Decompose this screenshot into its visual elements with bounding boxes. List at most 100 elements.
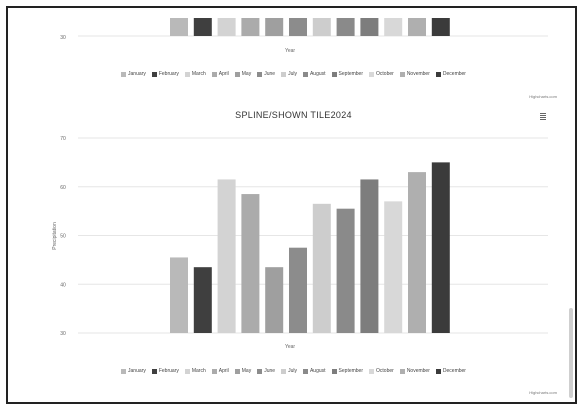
legend-item-september[interactable]: September [331, 368, 364, 374]
legend-item-january[interactable]: January [121, 71, 146, 77]
y-tick-label: 40 [60, 282, 66, 288]
legend-label: March [191, 71, 206, 77]
legend-item-august[interactable]: August [302, 368, 326, 374]
legend-label: August [309, 71, 326, 77]
legend-swatch [281, 368, 287, 374]
legend-label: November [406, 71, 430, 77]
legend-swatch [211, 368, 217, 374]
legend-label: April [218, 368, 229, 374]
legend-swatch [281, 71, 287, 77]
legend-item-august[interactable]: August [302, 71, 326, 77]
bar-december [431, 162, 450, 333]
y-tick-label: 60 [60, 185, 66, 191]
legend-label: July [288, 368, 297, 374]
y-axis-label: Precipitation [52, 222, 58, 250]
legend-label: August [309, 368, 326, 374]
legend-item-september[interactable]: September [331, 71, 363, 77]
bar-november [408, 172, 426, 333]
legend-item-december[interactable]: December [435, 71, 466, 77]
bar-october [384, 201, 403, 333]
legend-item-march[interactable]: March [184, 368, 206, 374]
legend-label: January [128, 368, 146, 374]
legend-label: March [191, 368, 206, 374]
legend-swatch [121, 71, 127, 77]
legend-swatch [399, 368, 405, 374]
bar-january [170, 257, 188, 333]
top-chart-legend: January February March April May June July Augu… [8, 71, 575, 77]
bar-may [265, 267, 284, 333]
legend-item-february[interactable]: February [151, 71, 179, 77]
legend-item-january[interactable]: January [121, 368, 146, 374]
legend-label: October [376, 368, 394, 374]
legend-item-november[interactable]: November [399, 71, 430, 77]
y-tick-label: 70 [60, 136, 66, 142]
top-chart-y-tick-label: 30 [60, 35, 66, 41]
legend-label: September [338, 368, 364, 374]
legend-item-july[interactable]: July [281, 368, 297, 374]
legend-item-april[interactable]: April [211, 368, 229, 374]
x-axis-label: Year [285, 344, 295, 350]
bar-september [360, 179, 379, 333]
legend-swatch [184, 368, 190, 374]
top-chart-bar-july [312, 18, 331, 36]
legend-swatch [331, 71, 337, 77]
legend-swatch [435, 71, 441, 77]
legend-label: May [241, 368, 252, 374]
legend-swatch [211, 71, 217, 77]
legend-label: April [218, 71, 229, 77]
legend-item-june[interactable]: June [257, 368, 275, 374]
legend-swatch [234, 368, 240, 374]
legend-swatch [234, 71, 240, 77]
legend-swatch [121, 368, 127, 374]
legend-label: February [158, 368, 179, 374]
top-chart-x-axis-label: Year [285, 48, 295, 54]
top-chart-bar-december [431, 18, 450, 36]
bar-march [217, 179, 236, 333]
main-chart-credit[interactable]: Highcharts.com [529, 390, 557, 395]
scrollbar[interactable] [569, 308, 573, 398]
legend-swatch [331, 368, 337, 374]
legend-swatch [257, 71, 263, 77]
top-chart-bar-september [360, 18, 379, 36]
legend-label: July [288, 71, 297, 77]
charts-canvas: 30 Year 30 40 50 60 70 Precipitation Year [52, 18, 548, 350]
top-chart-bar-january [170, 18, 188, 36]
legend-swatch [369, 71, 375, 77]
legend-item-may[interactable]: May [234, 71, 251, 77]
legend-swatch [302, 368, 308, 374]
legend-label: June [264, 71, 276, 77]
top-chart-credit[interactable]: Highcharts.com [529, 94, 557, 99]
top-chart-bar-april [241, 18, 260, 36]
top-chart-bar-august [336, 18, 355, 36]
legend-item-april[interactable]: April [211, 71, 229, 77]
top-chart-bar-november [408, 18, 426, 36]
bar-august [336, 208, 355, 333]
legend-item-february[interactable]: February [151, 368, 179, 374]
legend-label: October [376, 71, 394, 77]
legend-item-december[interactable]: December [435, 368, 466, 374]
legend-label: January [128, 71, 146, 77]
legend-label: June [264, 368, 276, 374]
legend-item-october[interactable]: October [369, 71, 394, 77]
legend-item-june[interactable]: June [257, 71, 275, 77]
legend-swatch [302, 71, 308, 77]
bar-june [289, 247, 307, 333]
top-chart-bar-march [217, 18, 236, 36]
legend-item-july[interactable]: July [281, 71, 297, 77]
legend-item-may[interactable]: May [234, 368, 252, 374]
y-tick-label: 50 [60, 234, 66, 240]
legend-item-march[interactable]: March [184, 71, 206, 77]
legend-label: December [442, 71, 466, 77]
top-chart-bar-october [384, 18, 403, 36]
legend-item-october[interactable]: October [369, 368, 394, 374]
legend-swatch [399, 71, 405, 77]
chart-panel: 30 Year 30 40 50 60 70 Precipitation Year Januar… [6, 6, 577, 404]
legend-item-november[interactable]: November [399, 368, 430, 374]
legend-label: December [442, 368, 466, 374]
legend-swatch [257, 368, 263, 374]
legend-label: November [406, 368, 430, 374]
legend-swatch [184, 71, 190, 77]
legend-label: February [158, 71, 179, 77]
legend-swatch [151, 71, 157, 77]
hamburger-menu-icon[interactable] [540, 113, 546, 120]
